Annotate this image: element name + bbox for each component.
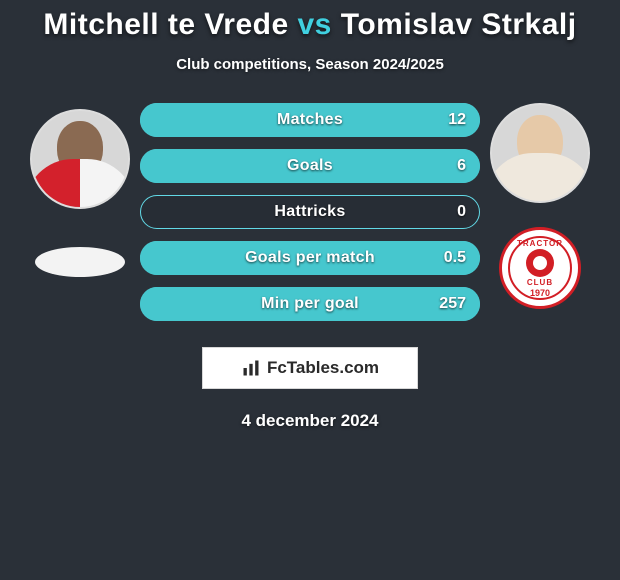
date-text: 4 december 2024: [0, 411, 620, 431]
stat-value-right: 0.5: [444, 241, 466, 275]
club-year: 1970: [530, 288, 550, 298]
right-column: TRACTOR CLUB 1970: [480, 103, 600, 309]
bar-chart-icon: [241, 358, 261, 378]
stat-row-matches: Matches 12: [140, 103, 480, 137]
club-text-top: TRACTOR: [517, 239, 563, 248]
player1-club-badge: [35, 247, 125, 277]
stats-panel: Matches 12 Goals 6 Hattricks 0 Goals per…: [140, 103, 480, 321]
main-layout: Matches 12 Goals 6 Hattricks 0 Goals per…: [0, 103, 620, 321]
brand-box: FcTables.com: [202, 347, 418, 389]
avatar-torso: [490, 153, 590, 201]
club-wheel-icon: [526, 249, 554, 277]
player2-name: Tomislav Strkalj: [341, 8, 577, 41]
avatar-torso: [30, 159, 130, 207]
player1-name: Mitchell te Vrede: [43, 8, 288, 41]
subtitle: Club competitions, Season 2024/2025: [0, 56, 620, 73]
stat-value-right: 0: [457, 195, 466, 229]
player2-avatar: [490, 103, 590, 203]
stat-label: Goals: [140, 149, 480, 183]
stat-label: Min per goal: [140, 287, 480, 321]
stat-value-right: 6: [457, 149, 466, 183]
stat-label: Matches: [140, 103, 480, 137]
brand-text: FcTables.com: [267, 358, 379, 378]
vs-word: vs: [298, 8, 332, 41]
stat-label: Goals per match: [140, 241, 480, 275]
stat-label: Hattricks: [140, 195, 480, 229]
stat-row-hattricks: Hattricks 0: [140, 195, 480, 229]
stat-value-right: 257: [439, 287, 466, 321]
club-text-bottom: CLUB: [527, 278, 553, 287]
stat-row-goals-per-match: Goals per match 0.5: [140, 241, 480, 275]
player1-avatar: [30, 109, 130, 209]
stat-row-goals: Goals 6: [140, 149, 480, 183]
player2-club-badge: TRACTOR CLUB 1970: [499, 227, 581, 309]
stat-value-right: 12: [448, 103, 466, 137]
comparison-title: Mitchell te Vrede vs Tomislav Strkalj: [0, 0, 620, 42]
left-column: [20, 103, 140, 277]
stat-row-min-per-goal: Min per goal 257: [140, 287, 480, 321]
